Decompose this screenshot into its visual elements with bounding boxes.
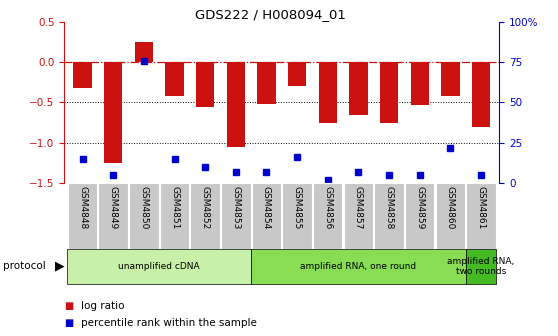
Bar [104, 62, 122, 163]
Bar [441, 62, 460, 96]
Text: GSM4860: GSM4860 [446, 186, 455, 230]
Bar [190, 183, 220, 249]
Bar [288, 62, 306, 86]
Bar [251, 249, 466, 284]
Text: GSM4851: GSM4851 [170, 186, 179, 230]
Bar [380, 62, 398, 123]
Bar [282, 183, 312, 249]
Text: ■: ■ [64, 318, 74, 328]
Text: log ratio: log ratio [81, 301, 124, 311]
Bar [436, 183, 465, 249]
Bar [472, 62, 490, 127]
Text: amplified RNA,
two rounds: amplified RNA, two rounds [448, 257, 514, 276]
Text: ■: ■ [64, 301, 74, 311]
Bar [165, 62, 184, 96]
Bar [227, 62, 245, 147]
Bar [134, 42, 153, 62]
Text: GSM4861: GSM4861 [477, 186, 485, 230]
Text: percentile rank within the sample: percentile rank within the sample [81, 318, 257, 328]
Text: GSM4859: GSM4859 [415, 186, 424, 230]
Bar [129, 183, 158, 249]
Text: GSM4853: GSM4853 [232, 186, 240, 230]
Text: amplified RNA, one round: amplified RNA, one round [300, 262, 416, 271]
Text: GSM4849: GSM4849 [109, 186, 118, 229]
Bar [99, 183, 128, 249]
Text: GSM4854: GSM4854 [262, 186, 271, 229]
Text: GSM4858: GSM4858 [384, 186, 393, 230]
Text: GSM4857: GSM4857 [354, 186, 363, 230]
Bar [466, 183, 496, 249]
Bar [252, 183, 281, 249]
Bar [67, 249, 251, 284]
Text: ▶: ▶ [55, 260, 64, 273]
Bar [196, 62, 214, 107]
Text: GSM4848: GSM4848 [78, 186, 87, 229]
Text: GSM4850: GSM4850 [140, 186, 148, 230]
Bar [466, 249, 497, 284]
Bar [73, 62, 92, 88]
Bar [221, 183, 251, 249]
Bar [344, 183, 373, 249]
Text: GSM4855: GSM4855 [292, 186, 302, 230]
Text: GDS222 / H008094_01: GDS222 / H008094_01 [195, 8, 346, 22]
Text: GSM4852: GSM4852 [201, 186, 210, 229]
Text: unamplified cDNA: unamplified cDNA [118, 262, 200, 271]
Bar [319, 62, 337, 123]
Bar [405, 183, 435, 249]
Bar [374, 183, 404, 249]
Bar [68, 183, 97, 249]
Text: protocol: protocol [3, 261, 46, 271]
Bar [257, 62, 276, 104]
Text: GSM4856: GSM4856 [323, 186, 332, 230]
Bar [160, 183, 189, 249]
Bar [349, 62, 368, 115]
Bar [313, 183, 343, 249]
Bar [411, 62, 429, 105]
